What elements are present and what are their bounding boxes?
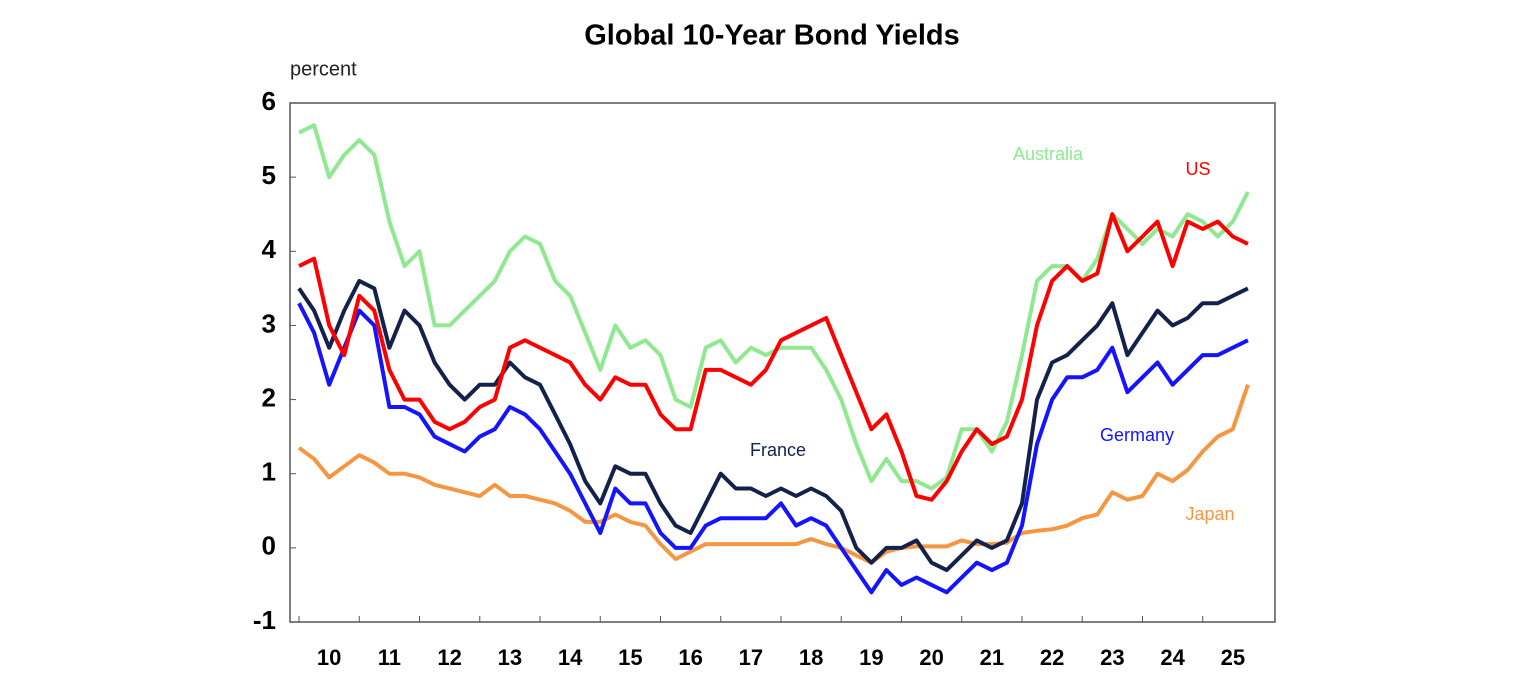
x-tick-label: 13 [498,645,522,670]
series-line [298,212,1249,502]
x-tick-label: 14 [558,645,583,670]
y-tick-label: 3 [262,308,276,338]
x-tick-label: 19 [859,645,883,670]
x-tick-label: 12 [437,645,461,670]
y-tick-label: 2 [262,382,276,412]
series-label: France [750,440,806,460]
y-tick-label: 1 [262,457,276,487]
x-tick-label: 23 [1100,645,1124,670]
x-tick-label: 16 [678,645,702,670]
x-tick-label: 21 [980,645,1004,670]
y-tick-label: 6 [262,86,276,116]
y-tick-label: -1 [253,605,276,635]
x-tick-label: 15 [618,645,642,670]
series-label: Japan [1185,504,1234,524]
series-line [297,302,1249,595]
plot-frame [289,102,1276,623]
y-tick-label: 0 [262,531,276,561]
y-tick-label: 5 [262,160,276,190]
series-line [297,278,1249,573]
y-tick-label: 4 [262,234,277,264]
chart-title: Global 10-Year Bond Yields [584,20,960,52]
x-tick-label: 20 [919,645,943,670]
x-tick-label: 25 [1221,645,1245,670]
x-tick-label: 18 [799,645,823,670]
series-label: US [1185,159,1210,179]
x-tick-label: 11 [378,645,401,670]
x-tick-label: 17 [739,645,763,670]
series-line [297,384,1250,565]
y-axis-label: percent [290,58,357,80]
x-tick-label: 24 [1160,645,1185,670]
series-label: Germany [1100,425,1174,445]
series-label: Australia [1013,144,1084,164]
x-tick-label: 10 [317,645,341,670]
x-tick-label: 22 [1040,645,1064,670]
